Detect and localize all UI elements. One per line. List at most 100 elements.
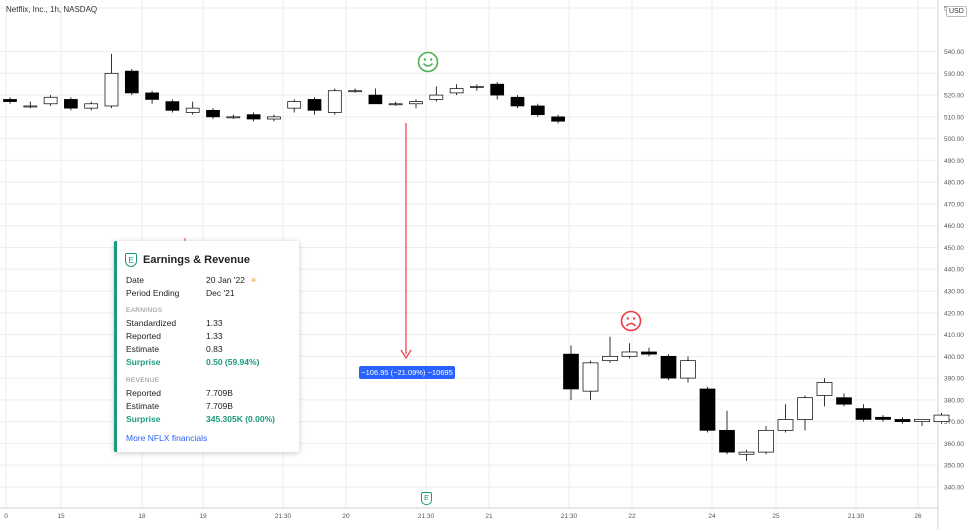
reported-value: 1.33: [206, 331, 223, 341]
candle-body: [84, 103, 99, 109]
estimate-value: 0.83: [206, 344, 223, 354]
y-tick-label: 490.00: [944, 158, 964, 165]
period-value: Dec '21: [206, 288, 235, 298]
standardized-label: Standardized: [126, 318, 177, 328]
revenue-section-label: REVENUE: [126, 377, 160, 384]
measure-arrow-head: [400, 349, 412, 360]
x-tick-label: 24: [708, 513, 716, 520]
reported-row: Reported 1.33: [126, 331, 296, 343]
candle-body: [104, 72, 119, 107]
x-tick-label: 21:30: [418, 513, 435, 520]
x-tick-label: 25: [772, 513, 780, 520]
rev-estimate-value: 7.709B: [206, 401, 233, 411]
rev-reported-row: Reported 7.709B: [126, 388, 296, 400]
y-tick-label: 390.00: [944, 376, 964, 383]
estimate-label: Estimate: [126, 344, 160, 354]
candle-body: [894, 419, 911, 422]
y-tick-label: 480.00: [944, 180, 964, 187]
rev-estimate-label: Estimate: [126, 401, 160, 411]
y-tick-label: 500.00: [944, 136, 964, 143]
candle-body: [563, 353, 579, 390]
candle-body: [327, 90, 342, 113]
earnings-title: Earnings & Revenue: [143, 254, 250, 266]
candle-body: [602, 355, 618, 362]
surprise-label: Surprise: [126, 357, 161, 367]
x-tick-label: 21:30: [561, 513, 578, 520]
candle-body: [206, 109, 220, 118]
candle-body: [449, 88, 464, 94]
y-tick-label: 540.00: [944, 49, 964, 56]
candle-body: [490, 83, 505, 96]
x-tick-label: 21:30: [275, 513, 292, 520]
candle-body: [641, 351, 657, 355]
x-tick-label: 15: [57, 513, 65, 520]
candle-body: [777, 419, 794, 431]
candle-body: [699, 388, 716, 431]
candle-body: [758, 429, 774, 453]
period-row: Period Ending Dec '21: [126, 288, 296, 300]
x-tick-label: 26: [914, 513, 922, 520]
measure-label: −106.95 (−21.09%) −10695: [359, 366, 455, 379]
rev-surprise-row: Surprise 345.305K (0.00%): [126, 414, 296, 426]
candle-body: [816, 382, 833, 396]
candle-body: [287, 101, 302, 109]
y-tick-label: 400.00: [944, 354, 964, 361]
candle-body: [660, 355, 677, 379]
candle-body: [429, 94, 444, 100]
standardized-value: 1.33: [206, 318, 223, 328]
candle-body: [185, 107, 200, 113]
standardized-row: Standardized 1.33: [126, 318, 296, 330]
candle-body: [855, 408, 872, 420]
candle-body: [145, 92, 159, 100]
happy-face-icon: [417, 51, 439, 73]
y-tick-label: 370.00: [944, 419, 964, 426]
period-label: Period Ending: [126, 288, 180, 298]
currency-label[interactable]: USD: [946, 6, 967, 17]
candle-body: [23, 105, 38, 108]
surprise-row: Surprise 0.50 (59.94%): [126, 357, 296, 369]
sun-icon: ☀: [249, 276, 258, 285]
y-tick-label: 460.00: [944, 223, 964, 230]
earnings-tooltip: E Earnings & Revenue Date 20 Jan '22 ☀ Pe…: [114, 241, 299, 452]
x-tick-label: 0: [4, 513, 8, 520]
candle-body: [3, 99, 17, 102]
candle-body: [470, 86, 484, 88]
candle-body: [388, 103, 403, 106]
surprise-value: 0.50 (59.94%): [206, 357, 260, 367]
reported-label: Reported: [126, 331, 161, 341]
candle-body: [124, 70, 139, 94]
candle-body: [307, 99, 322, 111]
earnings-marker[interactable]: E: [421, 492, 432, 505]
candle-body: [621, 351, 638, 357]
rev-surprise-value: 345.305K (0.00%): [206, 414, 275, 424]
symbol-title: Netflix, Inc., 1h, NASDAQ: [6, 5, 98, 14]
y-tick-label: 450.00: [944, 245, 964, 252]
date-value: 20 Jan '22: [206, 275, 245, 285]
x-tick-label: 21:30: [848, 513, 865, 520]
more-financials-link[interactable]: More NFLX financials: [126, 433, 208, 443]
candle-body: [409, 101, 423, 105]
candle-body: [43, 96, 58, 105]
candle-body: [582, 362, 599, 392]
estimate-row: Estimate 0.83: [126, 344, 296, 356]
date-row: Date 20 Jan '22 ☀: [126, 275, 296, 287]
y-tick-label: 410.00: [944, 332, 964, 339]
y-tick-label: 530.00: [944, 71, 964, 78]
candle-body: [64, 99, 78, 109]
rev-reported-label: Reported: [126, 388, 161, 398]
y-tick-label: 470.00: [944, 201, 964, 208]
candle-body: [738, 451, 755, 455]
candle-body: [348, 90, 362, 93]
x-tick-label: 19: [199, 513, 207, 520]
candle-body: [551, 116, 565, 122]
y-tick-label: 340.00: [944, 484, 964, 491]
candle-body: [836, 397, 852, 405]
earnings-section-label: EARNINGS: [126, 307, 163, 314]
x-tick-label: 20: [342, 513, 350, 520]
x-tick-label: 18: [138, 513, 146, 520]
candle-body: [933, 414, 950, 422]
earnings-badge-icon: E: [125, 253, 137, 267]
x-tick-label: 21: [485, 513, 493, 520]
y-tick-label: 440.00: [944, 267, 964, 274]
candle-body: [680, 360, 696, 379]
